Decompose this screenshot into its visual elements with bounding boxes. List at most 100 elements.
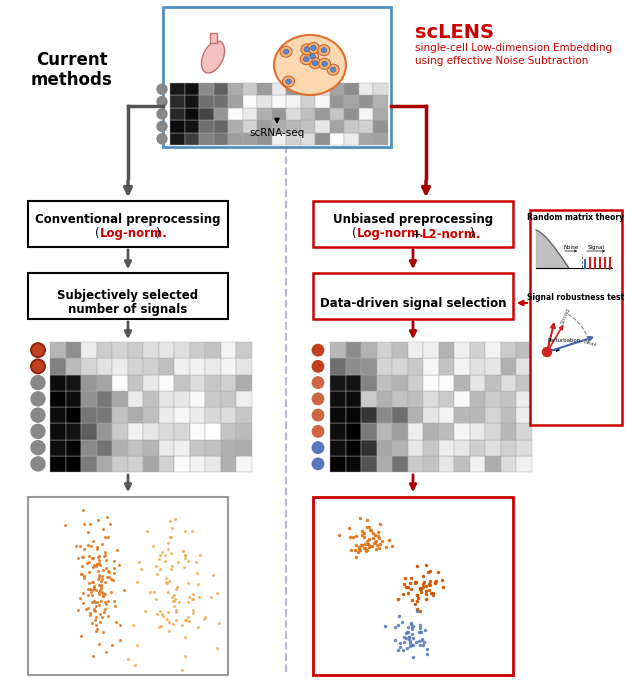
Bar xyxy=(501,407,517,424)
Bar xyxy=(206,456,221,472)
Bar xyxy=(174,358,190,375)
Bar xyxy=(206,407,221,424)
Ellipse shape xyxy=(319,58,330,69)
Bar xyxy=(271,120,287,132)
Bar xyxy=(97,456,112,472)
Bar xyxy=(439,374,455,391)
Ellipse shape xyxy=(201,41,224,73)
Bar xyxy=(287,132,301,145)
Bar xyxy=(228,95,243,108)
Bar xyxy=(50,407,66,424)
Bar xyxy=(243,108,257,120)
Bar xyxy=(485,391,501,407)
Bar xyxy=(128,391,143,407)
Bar xyxy=(408,424,423,440)
Bar xyxy=(330,440,345,456)
Bar xyxy=(174,424,190,440)
Bar xyxy=(81,374,97,391)
Circle shape xyxy=(31,343,45,357)
Bar xyxy=(377,342,392,358)
Circle shape xyxy=(311,359,325,373)
Bar xyxy=(112,440,128,456)
Bar xyxy=(345,407,361,424)
Bar xyxy=(377,358,392,375)
Bar xyxy=(257,120,271,132)
Bar xyxy=(159,374,174,391)
Bar xyxy=(170,132,184,145)
Bar xyxy=(345,456,361,472)
Text: Log-norm.: Log-norm. xyxy=(357,228,424,241)
Ellipse shape xyxy=(309,57,321,69)
Bar xyxy=(287,108,301,120)
Bar xyxy=(143,374,159,391)
Bar xyxy=(97,424,112,440)
Bar xyxy=(392,424,408,440)
Bar xyxy=(50,391,66,407)
Bar xyxy=(439,440,455,456)
Bar xyxy=(128,342,143,358)
Bar xyxy=(501,440,517,456)
Bar xyxy=(301,95,315,108)
Bar xyxy=(517,424,532,440)
Bar xyxy=(170,83,184,95)
Bar xyxy=(184,95,199,108)
Bar xyxy=(199,132,214,145)
Ellipse shape xyxy=(286,79,292,84)
Circle shape xyxy=(157,121,167,132)
Bar xyxy=(206,358,221,375)
Bar xyxy=(143,358,159,375)
Circle shape xyxy=(311,343,325,357)
Circle shape xyxy=(311,392,325,406)
Bar xyxy=(517,342,532,358)
Bar xyxy=(66,391,81,407)
Bar xyxy=(408,358,423,375)
Ellipse shape xyxy=(312,61,318,66)
Bar xyxy=(174,407,190,424)
Bar xyxy=(221,424,236,440)
Bar xyxy=(271,108,287,120)
Bar xyxy=(257,83,271,95)
Bar xyxy=(50,456,66,472)
Bar xyxy=(485,374,501,391)
Bar xyxy=(184,108,199,120)
Circle shape xyxy=(31,376,45,390)
Bar xyxy=(392,358,408,375)
Bar xyxy=(190,424,206,440)
Bar xyxy=(112,374,128,391)
Bar xyxy=(359,95,374,108)
Bar xyxy=(330,120,344,132)
Bar xyxy=(330,358,345,375)
Circle shape xyxy=(311,440,325,454)
Bar xyxy=(345,424,361,440)
Ellipse shape xyxy=(322,62,327,66)
Bar xyxy=(392,342,408,358)
Circle shape xyxy=(311,408,325,422)
Bar xyxy=(330,132,344,145)
Bar xyxy=(359,120,374,132)
Circle shape xyxy=(31,408,45,422)
Bar xyxy=(392,456,408,472)
Bar xyxy=(344,108,359,120)
Bar xyxy=(345,440,361,456)
Bar xyxy=(330,108,344,120)
Bar xyxy=(112,424,128,440)
Bar xyxy=(439,456,455,472)
Text: Noise: Noise xyxy=(564,245,579,250)
Bar xyxy=(236,424,252,440)
Bar xyxy=(243,83,257,95)
Bar xyxy=(81,424,97,440)
Bar xyxy=(271,83,287,95)
Bar xyxy=(143,342,159,358)
Bar xyxy=(257,95,271,108)
Ellipse shape xyxy=(304,47,310,52)
Bar xyxy=(423,342,439,358)
Text: Subjectively selected: Subjectively selected xyxy=(58,290,199,302)
Bar xyxy=(301,132,315,145)
Bar xyxy=(221,391,236,407)
Bar xyxy=(485,342,501,358)
Bar xyxy=(501,424,517,440)
Bar xyxy=(361,407,377,424)
Text: Strong: Strong xyxy=(560,307,571,325)
Bar xyxy=(408,374,423,391)
Bar xyxy=(455,440,470,456)
